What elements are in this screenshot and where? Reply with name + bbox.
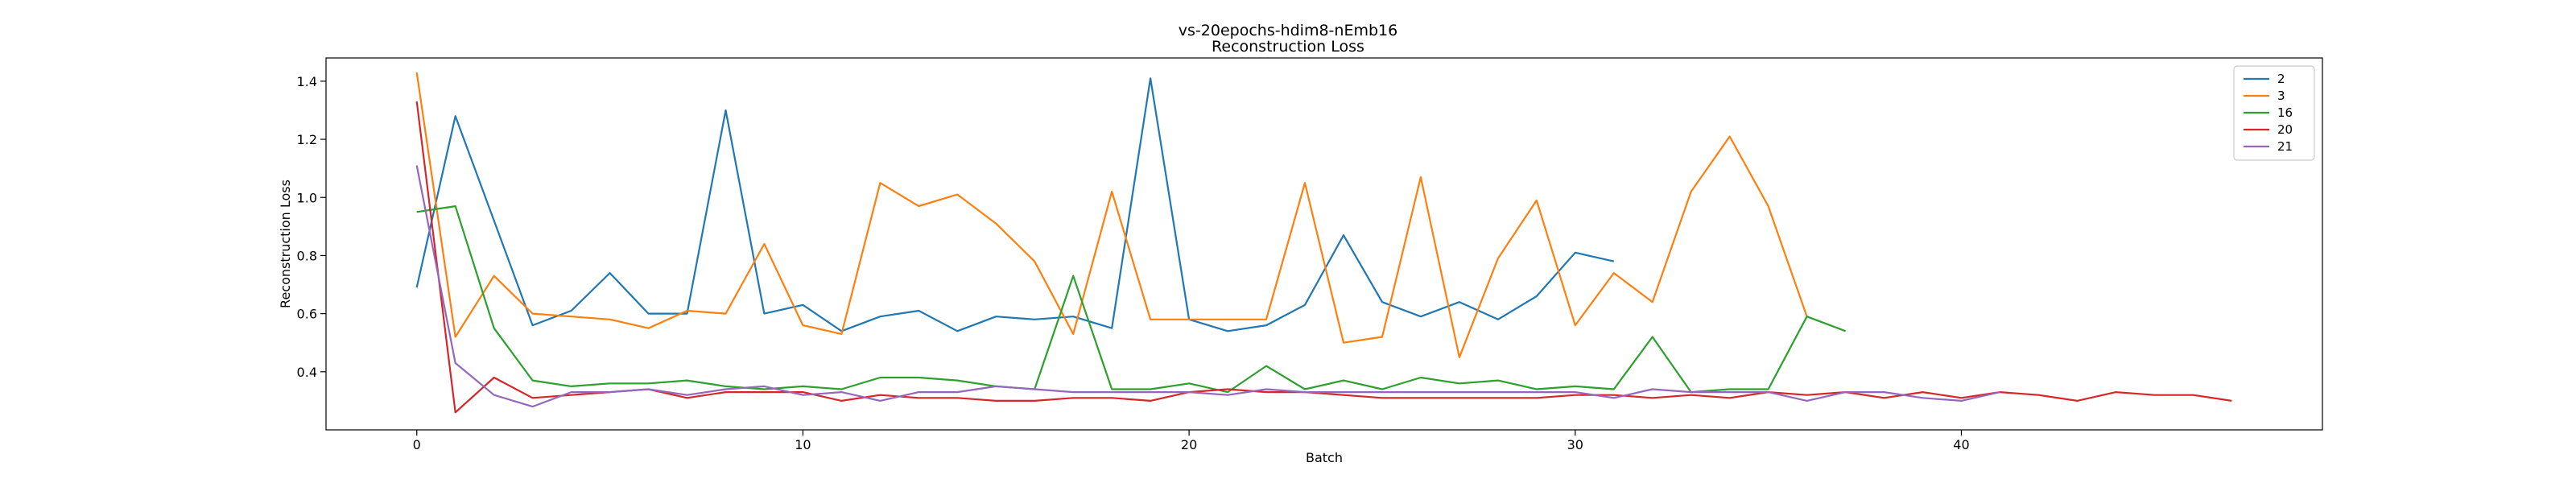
y-tick-label: 1.0 [297, 190, 317, 205]
series-line-20 [415, 101, 2232, 414]
series-line-21 [415, 165, 2000, 408]
x-tick-label: 0 [413, 437, 421, 452]
y-tick-label: 0.8 [297, 248, 317, 263]
legend-label-16: 16 [2277, 105, 2293, 120]
plot-area [415, 72, 2232, 414]
legend-label-21: 21 [2277, 139, 2293, 154]
series-line-2 [415, 77, 1615, 332]
legend-box [2233, 65, 2315, 161]
y-tick-label: 1.2 [297, 132, 317, 147]
y-tick-label: 1.4 [297, 74, 317, 89]
y-axis-label: Reconstruction Loss [278, 180, 293, 308]
series-line-3 [415, 72, 1808, 358]
x-tick-label: 40 [1953, 437, 1969, 452]
legend-label-3: 3 [2277, 89, 2285, 103]
x-tick-label: 20 [1181, 437, 1197, 452]
series-line-16 [416, 205, 1846, 394]
x-axis: 0 10 20 30 40 [413, 430, 1970, 452]
legend: 2 3 16 20 21 [2233, 65, 2315, 161]
x-tick-label: 10 [795, 437, 811, 452]
chart-subtitle: Reconstruction Loss [1212, 38, 1364, 56]
legend-label-20: 20 [2277, 122, 2293, 137]
x-axis-label: Batch [1306, 450, 1343, 465]
y-tick-label: 0.6 [297, 307, 317, 322]
legend-label-2: 2 [2277, 72, 2285, 86]
chart-title: vs-20epochs-hdim8-nEmb16 [1179, 22, 1397, 39]
x-tick-label: 30 [1567, 437, 1583, 452]
axes-frame [325, 57, 2323, 431]
y-tick-label: 0.4 [297, 365, 317, 380]
y-axis: 0.4 0.6 0.8 1.0 1.2 1.4 [297, 74, 326, 380]
